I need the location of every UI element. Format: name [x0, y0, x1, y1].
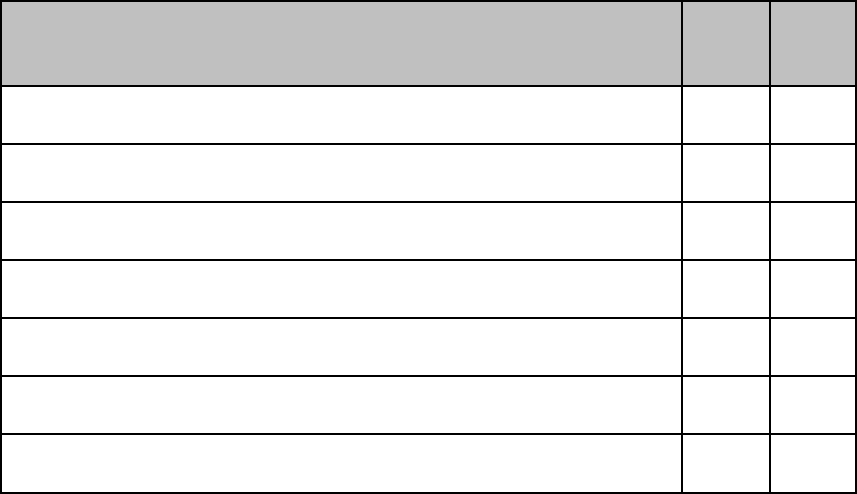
table-row — [0, 143, 857, 203]
header-cell-2 — [769, 0, 857, 87]
table-cell — [0, 85, 683, 145]
table-cell — [681, 433, 771, 494]
table-cell — [0, 143, 683, 203]
table-cell — [681, 143, 771, 203]
header-cell-1 — [681, 0, 771, 87]
table-header-row — [0, 0, 857, 87]
table-row — [0, 259, 857, 319]
table-cell — [681, 317, 771, 377]
table-cell — [0, 433, 683, 494]
table-cell — [769, 433, 857, 494]
table-cell — [769, 143, 857, 203]
table-body — [0, 85, 857, 494]
table-cell — [769, 259, 857, 319]
table-row — [0, 375, 857, 435]
table-cell — [0, 375, 683, 435]
table-row — [0, 317, 857, 377]
table-cell — [769, 317, 857, 377]
table-cell — [0, 317, 683, 377]
table-cell — [681, 259, 771, 319]
table-cell — [769, 201, 857, 261]
table-cell — [681, 201, 771, 261]
table-cell — [681, 85, 771, 145]
header-cell-0 — [0, 0, 683, 87]
table-row — [0, 201, 857, 261]
table-cell — [769, 85, 857, 145]
table-cell — [769, 375, 857, 435]
table-row — [0, 433, 857, 494]
table-cell — [0, 259, 683, 319]
table-cell — [0, 201, 683, 261]
table-row — [0, 85, 857, 145]
table-cell — [681, 375, 771, 435]
